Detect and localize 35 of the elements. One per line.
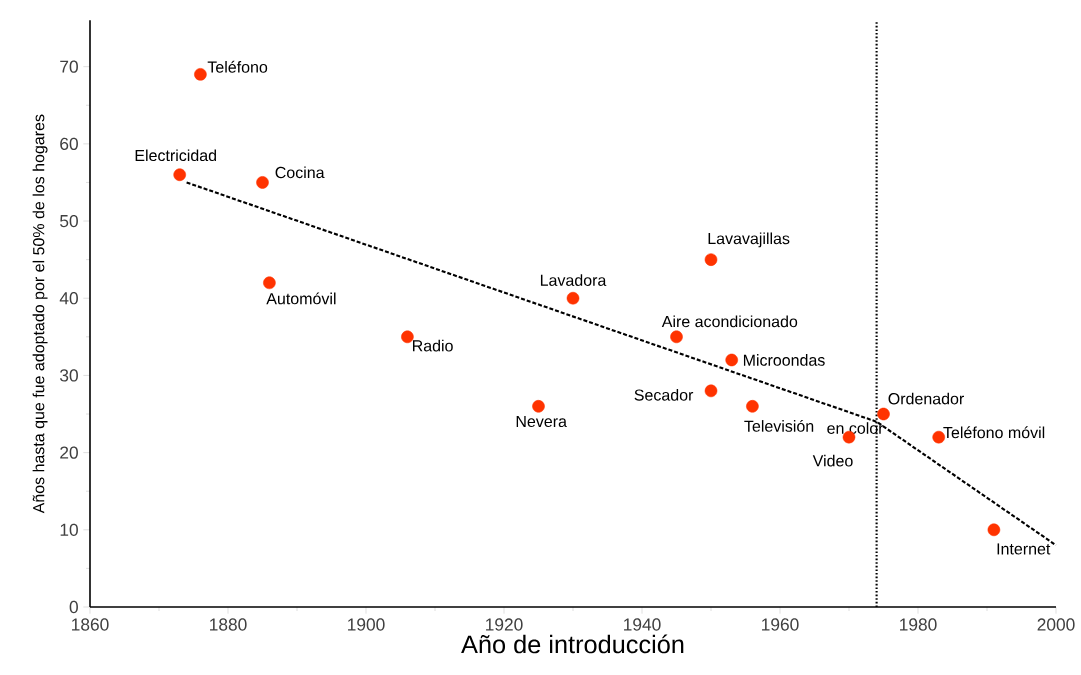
y-tick-label: 10 (60, 523, 78, 536)
y-tick-label: 60 (60, 137, 78, 150)
annotation: Video (812, 454, 853, 467)
annotation: Electricidad (135, 149, 217, 162)
x-tick-label: 2000 (1037, 618, 1075, 631)
x-tick-label: 1940 (624, 618, 661, 631)
y-tick-label: 0 (69, 600, 78, 614)
x-tick-label: 1920 (486, 618, 523, 631)
y-tick-label: 20 (60, 446, 78, 459)
annotation: Teléfono móvil (943, 426, 1045, 439)
y-tick-label: 40 (59, 292, 78, 305)
x-tick-label: 1980 (900, 618, 937, 631)
x-tick-label: 1860 (72, 618, 109, 631)
annotation: Televisión (744, 419, 814, 432)
y-tick-label: 70 (60, 60, 78, 73)
x-tick-label: 1960 (762, 618, 799, 631)
annotation: Lavadora (540, 274, 607, 286)
annotation: Nevera (516, 415, 567, 428)
x-tick-label: 1900 (348, 618, 385, 631)
annotation: Aire acondicionado (661, 315, 798, 328)
annotation: Automóvil (266, 292, 336, 305)
annotation: Secador (634, 389, 694, 401)
annotation: Radio (412, 339, 453, 352)
annotation: en color (827, 422, 884, 434)
annotation: Cocina (275, 166, 325, 179)
annotation: Lavavajillas (708, 232, 790, 248)
annotation: Microondas (743, 354, 825, 366)
annotation: Internet (997, 543, 1051, 555)
annotation: Ordenador (888, 392, 964, 405)
x-axis-title: Año de introducción (461, 634, 684, 654)
annotation: Teléfono (207, 60, 268, 73)
y-tick-label: 50 (60, 214, 78, 228)
y-tick-label: 30 (60, 369, 78, 382)
y-axis-title: Años hasta que fue adoptado por el 50% de los hogares (32, 114, 48, 514)
x-tick-label: 1880 (210, 618, 247, 631)
